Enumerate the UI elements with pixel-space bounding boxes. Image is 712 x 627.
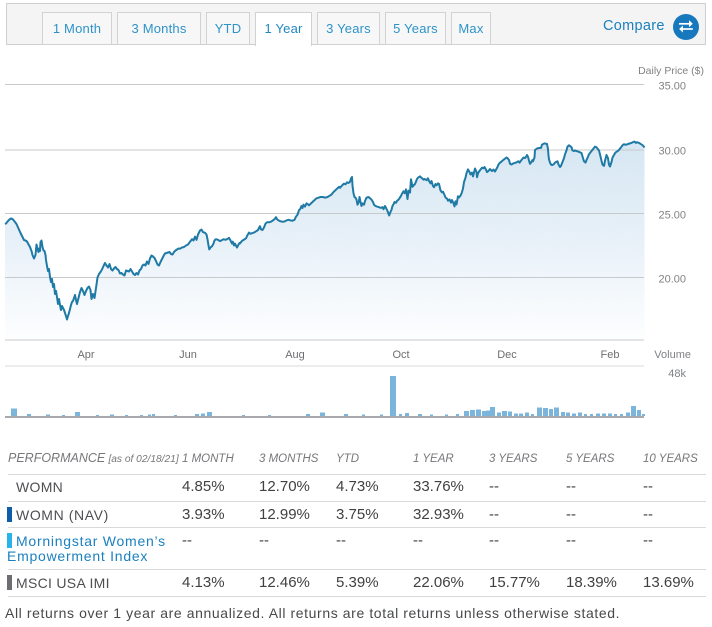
svg-text:Daily Price ($): Daily Price ($): [638, 65, 704, 77]
svg-text:Feb: Feb: [601, 349, 620, 361]
svg-text:Dec: Dec: [497, 349, 517, 361]
svg-text:Jun: Jun: [179, 349, 197, 361]
svg-text:25.00: 25.00: [658, 210, 686, 222]
svg-text:30.00: 30.00: [658, 146, 686, 158]
svg-text:Oct: Oct: [392, 349, 409, 361]
svg-text:35.00: 35.00: [658, 81, 686, 93]
svg-text:48k: 48k: [668, 368, 686, 380]
svg-text:Volume: Volume: [654, 349, 691, 361]
svg-text:Aug: Aug: [285, 349, 305, 361]
svg-text:20.00: 20.00: [658, 274, 686, 286]
svg-text:Apr: Apr: [77, 349, 94, 361]
